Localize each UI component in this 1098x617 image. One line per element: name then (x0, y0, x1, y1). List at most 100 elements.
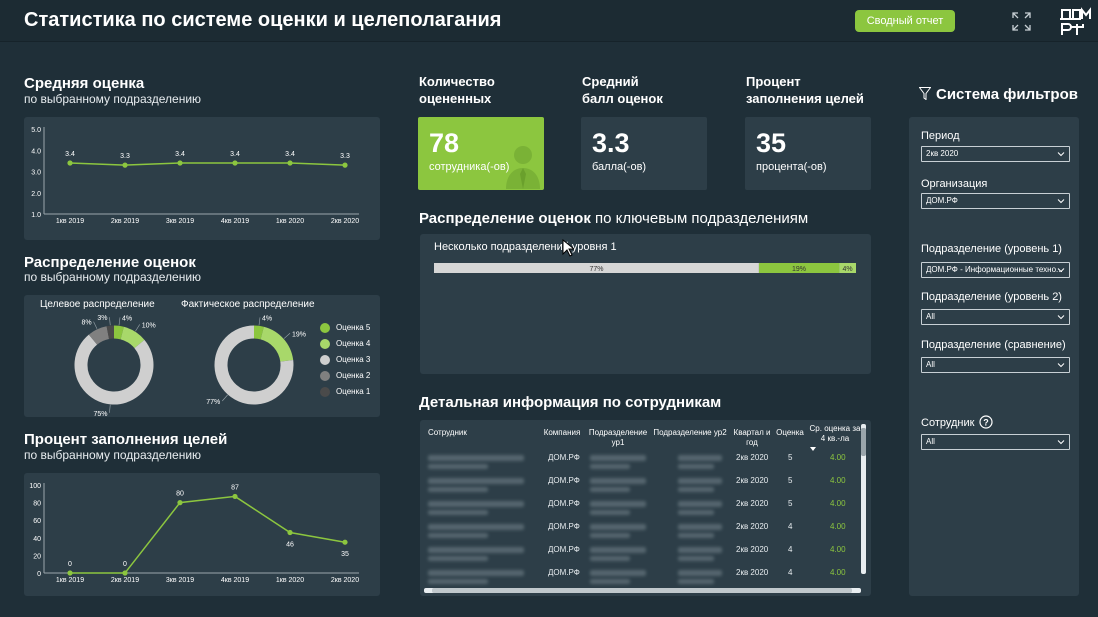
redacted-text (678, 487, 714, 492)
horizontal-scrollbar[interactable] (424, 588, 861, 593)
key-dist-title-rest: по ключевым подразделениям (590, 210, 809, 227)
horizontal-scroll-thumb[interactable] (432, 588, 852, 593)
donut-slice (260, 326, 294, 363)
kpi-count-unit: сотрудника(-ов) (429, 161, 510, 173)
leader-line (109, 317, 111, 326)
summary-report-button[interactable]: Сводный отчет (855, 10, 955, 32)
dept1-select[interactable]: ДОМ.РФ - Информационные техно... (921, 262, 1070, 278)
bar-segment[interactable] (839, 263, 856, 273)
cell-score: 4 (788, 545, 793, 554)
target-donut-chart: 4% 10% 75% 8% 3% (74, 315, 156, 417)
avg-score-card: 1.0 2.0 3.0 4.0 5.0 1кв 2019 2кв 2019 3кв 2019 4… (24, 117, 380, 240)
data-point (122, 162, 128, 168)
donut-slice (214, 325, 294, 405)
avg-score-subtitle: по выбранному подразделению (24, 92, 202, 106)
redacted-text (428, 556, 488, 561)
x-tick-label: 2кв 2019 (111, 218, 139, 225)
x-tick-label: 1кв 2020 (276, 218, 304, 225)
redacted-text (590, 464, 630, 469)
key-dist-title-bold: Распределение оценок (419, 210, 591, 227)
redacted-text (678, 501, 722, 507)
chevron-down-icon (1057, 363, 1065, 368)
kpi-pct-card: 35 процента(-ов) (745, 117, 871, 190)
y-tick-label: 1.0 (31, 212, 41, 219)
period-label: Период (921, 130, 960, 142)
cell-score: 4 (788, 522, 793, 531)
legend-label: Оценка 1 (336, 387, 371, 397)
table-row[interactable]: ДОМ.РФ 2кв 2020 4 4.00 (420, 568, 860, 590)
slice-label: 4% (262, 315, 272, 322)
top-bar: Статистика по системе оценки и целеполаг… (0, 0, 1098, 42)
compare-select[interactable]: All (921, 357, 1070, 373)
table-row[interactable]: ДОМ.РФ 2кв 2020 4 4.00 (420, 545, 860, 567)
legend-item[interactable]: Оценка 5 (320, 323, 370, 333)
table-row[interactable]: ДОМ.РФ 2кв 2020 4 4.00 (420, 522, 860, 544)
redacted-text (678, 455, 722, 461)
data-label: 3.4 (175, 151, 185, 158)
redacted-text (678, 547, 722, 553)
donut-slice (106, 325, 115, 339)
org-select[interactable]: ДОМ.РФ (921, 193, 1070, 209)
redacted-text (590, 455, 646, 461)
col-score[interactable]: Оценка (776, 428, 804, 437)
col-company[interactable]: Компания (543, 428, 581, 437)
legend-item[interactable]: Оценка 4 (320, 339, 370, 349)
x-tick-label: 3кв 2019 (166, 577, 194, 584)
goals-line-chart: 0 20 40 60 80 100 1кв 2019 2кв 2019 3кв 2019 4кв … (29, 483, 359, 584)
redacted-text (678, 570, 722, 576)
period-select[interactable]: 2кв 2020 (921, 146, 1070, 162)
x-tick-label: 4кв 2019 (221, 218, 249, 225)
cell-avg: 4.00 (830, 476, 846, 485)
col-employee[interactable]: Сотрудник (428, 428, 467, 437)
sort-desc-icon[interactable] (810, 447, 816, 451)
data-point (177, 500, 183, 506)
cell-avg: 4.00 (830, 568, 846, 577)
redacted-text (428, 501, 524, 507)
redacted-text (590, 579, 630, 584)
x-tick-label: 2кв 2020 (331, 577, 359, 584)
goals-subtitle: по выбранному подразделению (24, 448, 202, 462)
vertical-scroll-thumb[interactable] (861, 428, 866, 456)
cell-score: 5 (788, 499, 793, 508)
data-label: 80 (176, 491, 184, 498)
dept2-select[interactable]: All (921, 309, 1070, 325)
legend-dot-icon (320, 371, 330, 381)
cell-company: ДОМ.РФ (548, 568, 580, 577)
chevron-down-icon (1057, 268, 1065, 273)
redacted-text (678, 533, 714, 538)
y-tick-label: 20 (33, 553, 41, 560)
y-tick-label: 0 (37, 571, 41, 578)
leader-line (258, 317, 261, 326)
data-label: 3.3 (340, 153, 350, 160)
col-avg4q[interactable]: Ср. оценка за 4 кв.-ла (809, 424, 861, 443)
legend-item[interactable]: Оценка 3 (320, 355, 370, 365)
help-icon[interactable]: ? (979, 415, 993, 429)
bar-segment[interactable] (434, 263, 759, 273)
filters-panel: Период 2кв 2020 Организация ДОМ.РФ Подра… (909, 117, 1079, 596)
legend-item[interactable]: Оценка 1 (320, 387, 370, 397)
col-dept1[interactable]: Подразделение ур1 (588, 428, 648, 447)
redacted-text (428, 579, 488, 584)
vertical-scrollbar[interactable] (861, 424, 866, 574)
cell-avg: 4.00 (830, 522, 846, 531)
legend-label: Оценка 2 (336, 371, 371, 381)
legend-item[interactable]: Оценка 2 (320, 371, 370, 381)
col-dept2[interactable]: Подразделение ур2 (653, 428, 727, 437)
redacted-text (590, 501, 646, 507)
col-quarter[interactable]: Квартал и год (733, 428, 771, 447)
table-row[interactable]: ДОМ.РФ 2кв 2020 5 4.00 (420, 453, 860, 475)
table-row[interactable]: ДОМ.РФ 2кв 2020 5 4.00 (420, 499, 860, 521)
data-label: 3.4 (230, 151, 240, 158)
redacted-text (428, 487, 488, 492)
x-tick-label: 4кв 2019 (221, 577, 249, 584)
employee-select[interactable]: All (921, 434, 1070, 450)
key-dist-row-label: Несколько подразделений уровня 1 (434, 241, 617, 253)
dept2-value: All (926, 312, 935, 321)
fullscreen-icon[interactable] (1012, 12, 1031, 31)
employee-label: Сотрудник (921, 417, 975, 429)
table-row[interactable]: ДОМ.РФ 2кв 2020 5 4.00 (420, 476, 860, 498)
cell-quarter: 2кв 2020 (736, 476, 769, 485)
mouse-cursor-icon (562, 239, 574, 257)
bar-segment[interactable] (758, 263, 840, 273)
cell-avg: 4.00 (830, 545, 846, 554)
